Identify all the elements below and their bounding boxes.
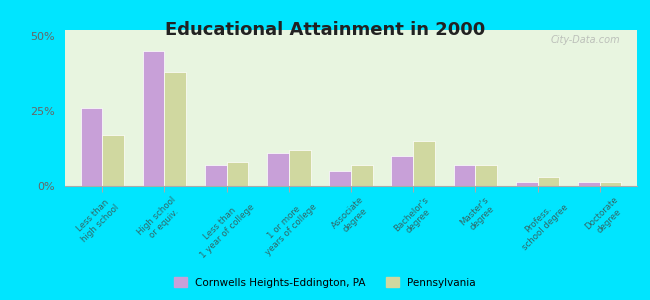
Bar [515,182,538,186]
Bar [475,165,497,186]
Bar [164,72,187,186]
Bar [289,150,311,186]
Bar [454,165,475,186]
Legend: Cornwells Heights-Eddington, PA, Pennsylvania: Cornwells Heights-Eddington, PA, Pennsyl… [170,273,480,292]
Bar [391,156,413,186]
Bar [330,171,351,186]
Text: Less than
high school: Less than high school [73,195,121,244]
Text: High school
or equiv.: High school or equiv. [136,195,185,244]
Text: Associate
degree: Associate degree [330,195,372,238]
Text: Profess.
school degree: Profess. school degree [514,195,570,252]
Bar [143,51,164,186]
Text: Master's
degree: Master's degree [458,195,498,235]
Bar [538,177,559,186]
Text: 1 or more
years of college: 1 or more years of college [256,195,318,257]
Bar [600,182,621,186]
Text: Doctorate
degree: Doctorate degree [583,195,627,239]
Bar [267,153,289,186]
Text: Bachelor's
degree: Bachelor's degree [392,195,437,241]
Bar [102,135,124,186]
Bar [81,108,102,186]
Bar [227,162,248,186]
Bar [351,165,372,186]
Text: Educational Attainment in 2000: Educational Attainment in 2000 [165,21,485,39]
Bar [205,165,227,186]
Bar [413,141,435,186]
Text: City-Data.com: City-Data.com [550,35,620,45]
Text: Less than
1 year of college: Less than 1 year of college [192,195,256,260]
Bar [578,182,600,186]
